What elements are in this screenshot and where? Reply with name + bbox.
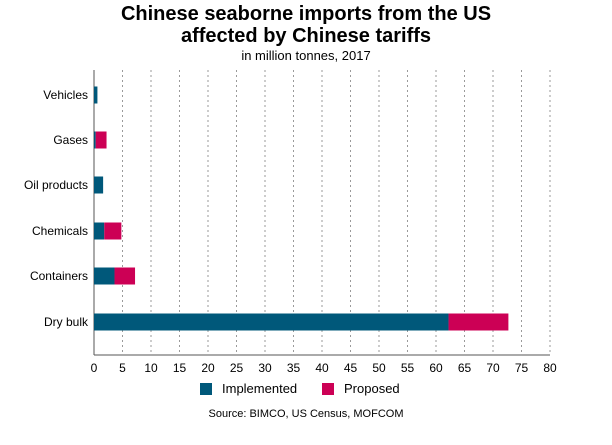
legend-item-implemented: Implemented [200,381,297,396]
x-tick-label-30: 30 [258,361,272,375]
x-tick-label-20: 20 [201,361,215,375]
legend-label-implemented: Implemented [222,381,298,396]
y-category-label-gases: Gases [53,133,88,147]
x-tick-label-10: 10 [144,361,158,375]
x-tick-label-5: 5 [119,361,126,375]
x-tick-label-70: 70 [486,361,500,375]
x-tick-label-15: 15 [173,361,187,375]
bar-proposed-containers [114,267,136,285]
y-category-label-dry-bulk: Dry bulk [44,315,89,329]
y-category-label-vehicles: Vehicles [43,88,88,102]
legend-item-proposed: Proposed [322,381,400,396]
bar-implemented-oil-products [94,176,104,194]
x-tick-label-40: 40 [315,361,329,375]
x-tick-label-35: 35 [287,361,301,375]
bar-proposed-gases [95,131,107,149]
legend-swatch-proposed [322,382,334,395]
x-tick-label-55: 55 [401,361,415,375]
bar-implemented-containers [94,267,115,285]
x-tick-label-0: 0 [91,361,98,375]
chart-title-line2: affected by Chinese tariffs [180,25,432,47]
bar-proposed-dry-bulk [448,313,509,331]
legend-label-proposed: Proposed [344,381,400,396]
x-tick-label-45: 45 [344,361,358,375]
chart-subtitle: in million tonnes, 2017 [241,48,371,63]
source-note: Source: BIMCO, US Census, MOFCOM [208,408,404,420]
chart-title-line1: Chinese seaborne imports from the US [120,3,492,25]
x-tick-label-75: 75 [515,361,529,375]
x-tick-label-25: 25 [230,361,244,375]
x-tick-label-50: 50 [372,361,386,375]
x-tick-label-65: 65 [458,361,472,375]
y-category-label-containers: Containers [30,269,88,283]
y-category-label-chemicals: Chemicals [32,224,88,238]
x-tick-label-60: 60 [429,361,443,375]
bar-implemented-gases [94,131,96,149]
x-tick-label-80: 80 [543,361,557,375]
bar-implemented-vehicles [94,86,98,104]
bar-implemented-chemicals [94,222,105,240]
bar-implemented-dry-bulk [94,313,449,331]
y-category-label-oil-products: Oil products [24,178,88,192]
bar-proposed-chemicals [104,222,122,240]
legend-swatch-implemented [200,382,212,395]
